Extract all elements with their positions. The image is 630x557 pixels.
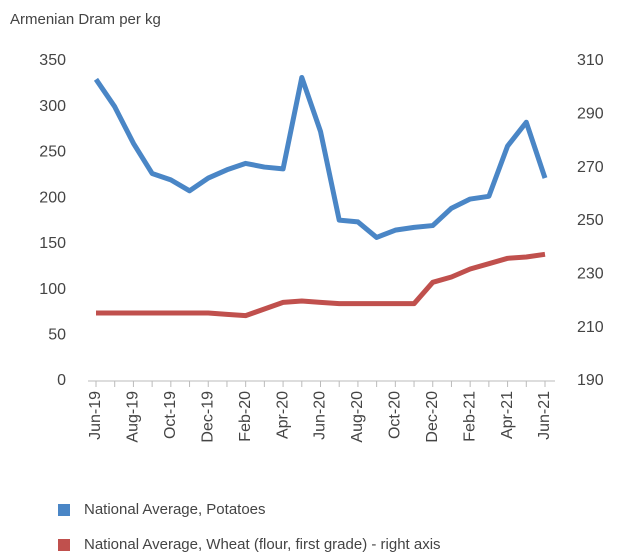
y-tick-label: 150 [39, 235, 66, 252]
y2-tick-label: 310 [577, 52, 604, 69]
x-tick-label: Feb-21 [461, 391, 478, 442]
series-line [93, 74, 548, 240]
x-tick-label: Feb-20 [237, 391, 254, 442]
y2-tick-label: 270 [577, 159, 604, 176]
y2-tick-label: 250 [577, 212, 604, 229]
y-tick-label: 200 [39, 189, 66, 206]
legend-label: National Average, Wheat (flour, first gr… [84, 536, 441, 553]
y2-tick-label: 230 [577, 266, 604, 283]
y2-tick-label: 210 [577, 319, 604, 336]
legend-label: National Average, Potatoes [84, 501, 266, 518]
y2-tick-label: 290 [577, 106, 604, 123]
x-tick-label: Apr-20 [274, 391, 291, 439]
y-tick-label: 350 [39, 52, 66, 69]
x-tick-label: Jun-19 [87, 391, 104, 440]
x-tick-label: Aug-19 [125, 391, 142, 443]
x-tick-label: Jun-20 [312, 391, 329, 440]
x-tick-label: Apr-21 [499, 391, 516, 439]
x-tick-label: Jun-21 [536, 391, 553, 440]
series-line [96, 251, 546, 319]
x-tick-label: Dec-20 [424, 391, 441, 443]
x-tick-label: Oct-20 [387, 391, 404, 439]
legend-swatch [58, 539, 70, 551]
y-tick-label: 0 [57, 372, 66, 389]
y-tick-label: 300 [39, 98, 66, 115]
y-axis-title: Armenian Dram per kg [10, 11, 161, 28]
x-tick-label: Aug-20 [349, 391, 366, 443]
legend-swatch [58, 504, 70, 516]
x-tick-label: Oct-19 [162, 391, 179, 439]
x-tick-label: Dec-19 [199, 391, 216, 443]
y-tick-label: 100 [39, 281, 66, 298]
y-tick-label: 50 [48, 327, 66, 344]
y2-tick-label: 190 [577, 372, 604, 389]
y-tick-label: 250 [39, 144, 66, 161]
